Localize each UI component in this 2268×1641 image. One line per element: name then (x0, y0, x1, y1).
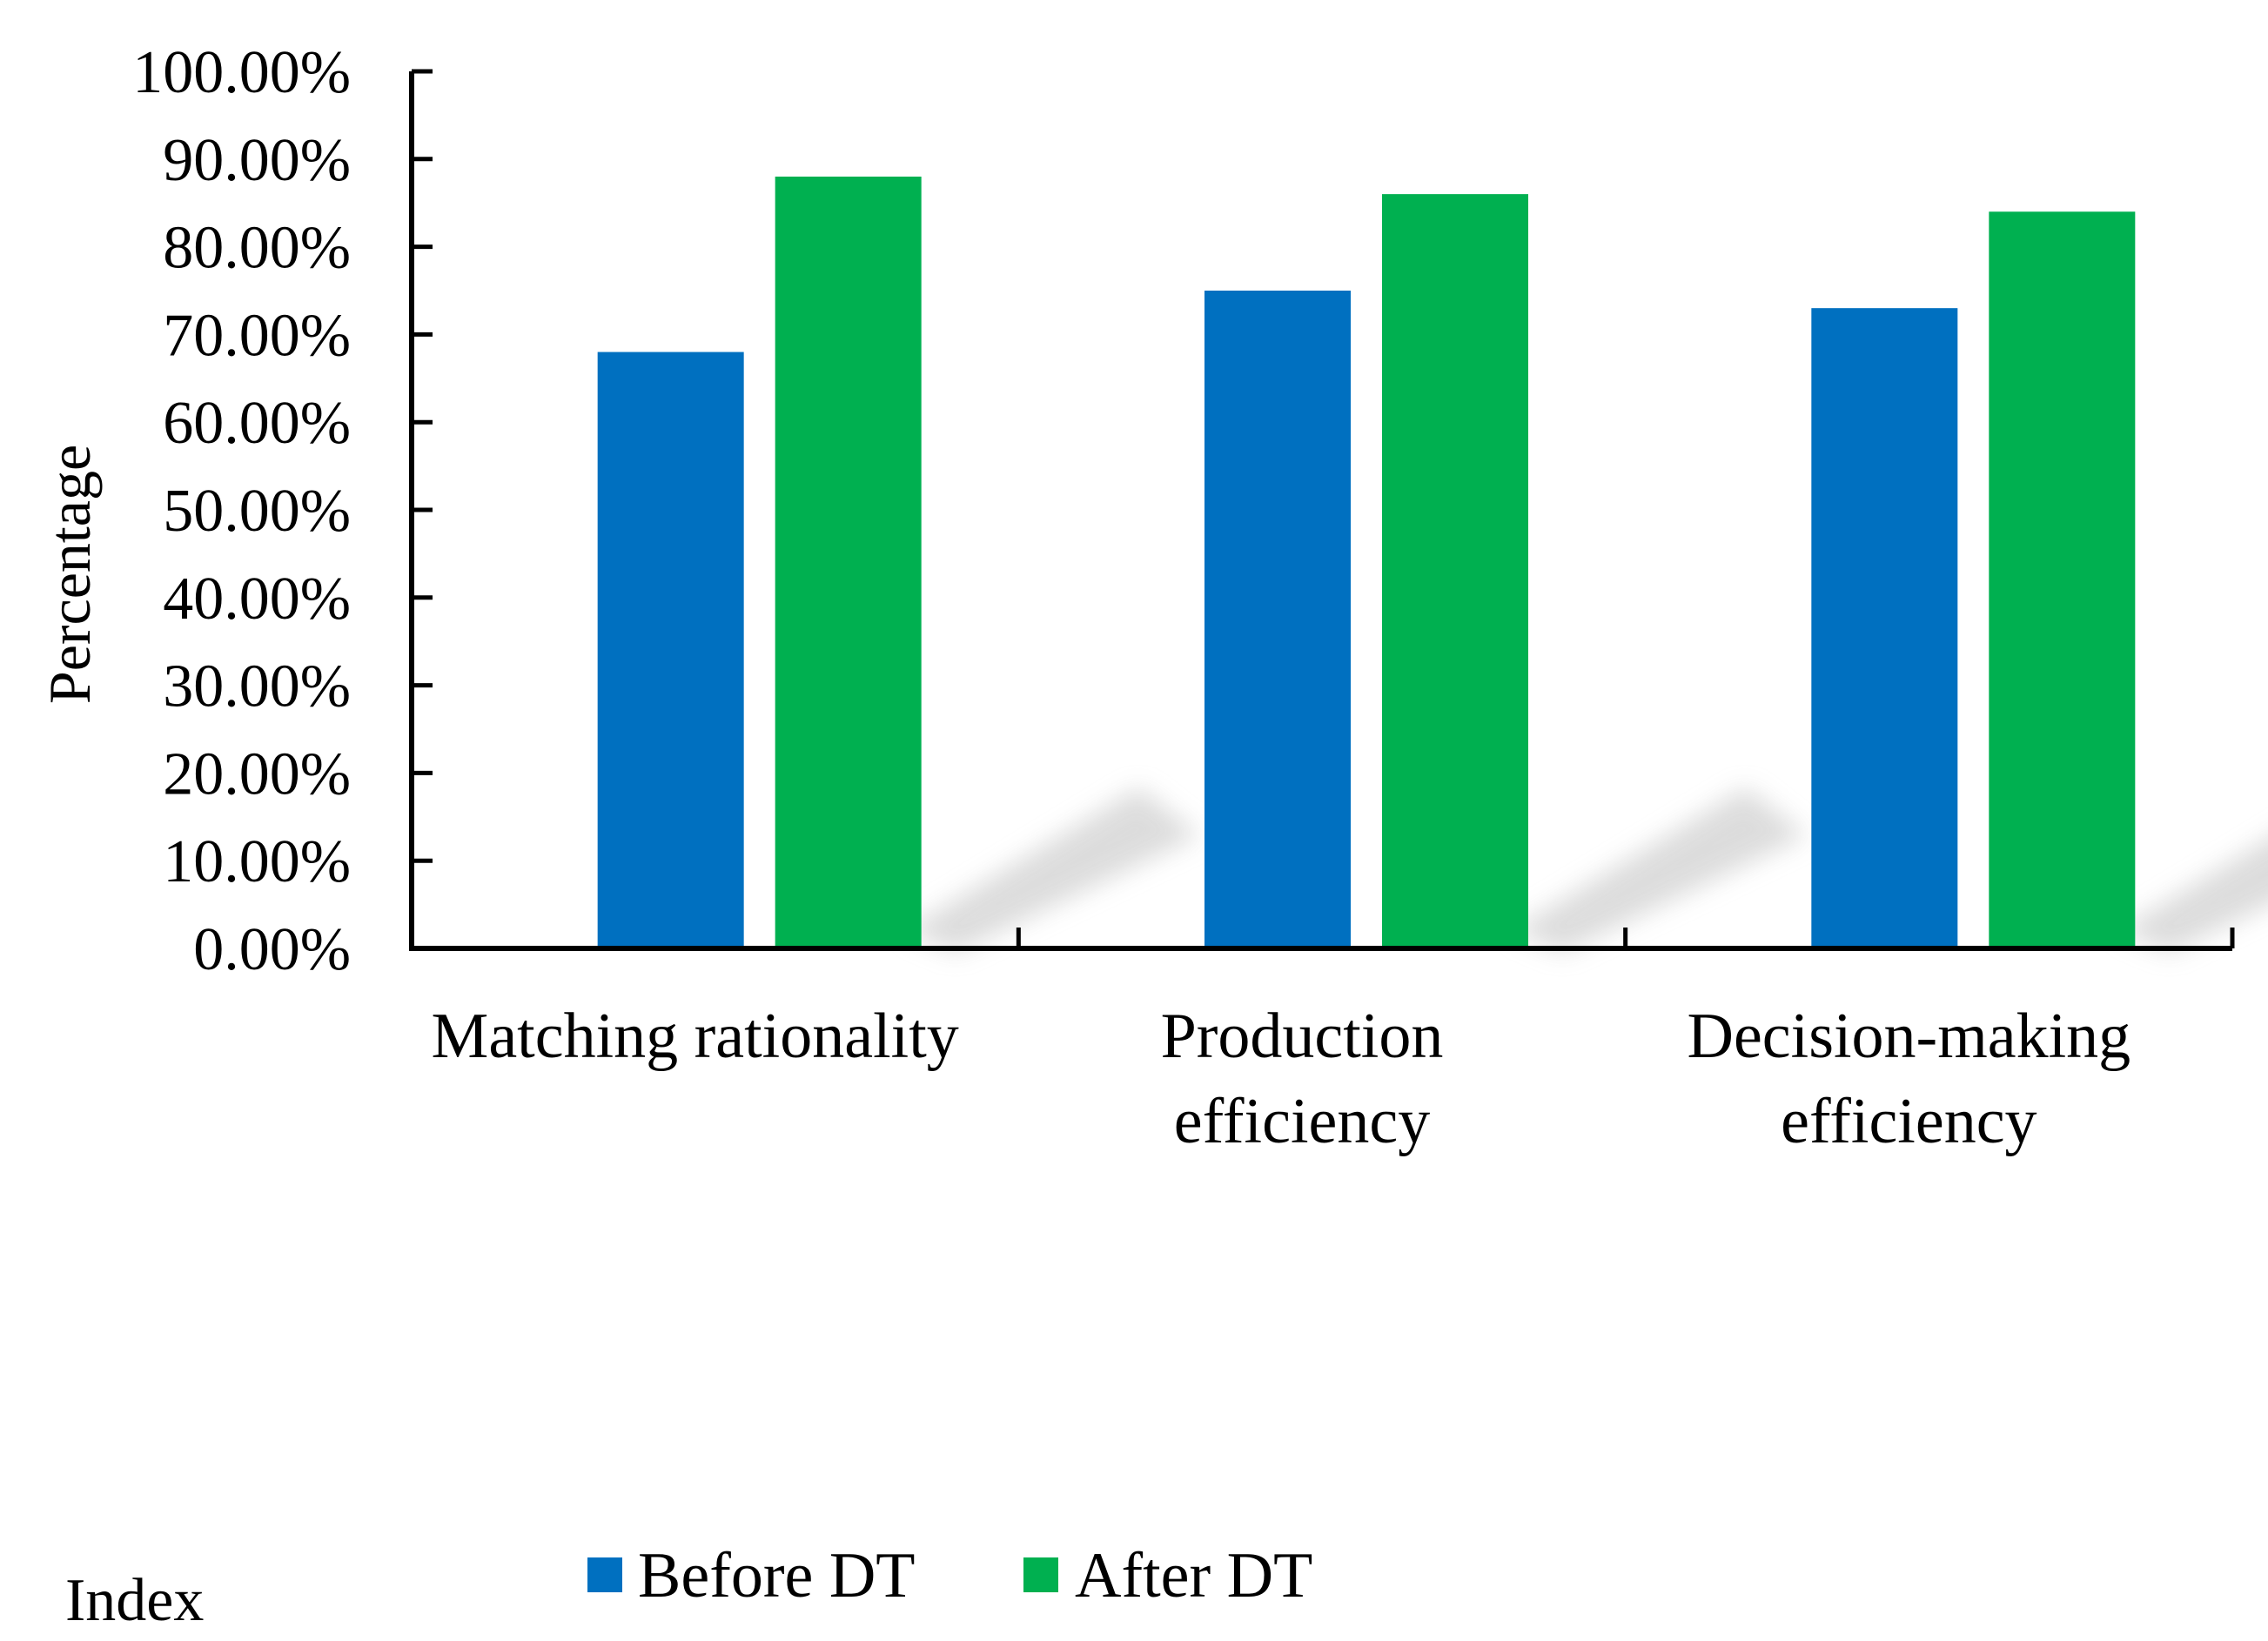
bar-after-dt-2 (1989, 211, 2136, 948)
y-tick-label: 10.00% (163, 828, 351, 895)
legend: Before DT After DT (587, 1540, 1312, 1611)
axes (409, 69, 2235, 951)
bars (597, 176, 2136, 948)
bar-shadow (2117, 839, 2268, 953)
bar-shadow (903, 787, 1200, 953)
y-tick-label: 30.00% (163, 653, 351, 720)
x-axis-label: Index (65, 1567, 204, 1634)
legend-label: After DT (1075, 1540, 1312, 1611)
bar-after-dt-1 (1382, 194, 1528, 948)
legend-label: Before DT (638, 1540, 915, 1611)
legend-swatch (587, 1557, 622, 1592)
x-tick-label: Decision-making efficiency (1688, 1001, 2131, 1157)
y-tick-label: 70.00% (163, 302, 351, 369)
y-tick-label: 40.00% (163, 566, 351, 633)
x-tick-label: Matching rationality (432, 1001, 959, 1072)
decorative-shadows (903, 787, 2268, 953)
y-tick-label: 80.00% (163, 215, 351, 282)
y-tick-labels: 0.00% 10.00% 20.00% 30.00% 40.00% 50.00% 60.00… (132, 39, 351, 983)
legend-item-before-dt: Before DT (587, 1540, 915, 1611)
y-tick-label: 20.00% (163, 740, 351, 807)
y-tick-label: 90.00% (163, 127, 351, 194)
bar-before-dt-1 (1204, 291, 1351, 948)
y-tick-label: 50.00% (163, 478, 351, 545)
y-axis-label: Percentage (37, 445, 103, 704)
bar-shadow (1511, 787, 1807, 953)
bar-after-dt-0 (775, 176, 922, 948)
x-tick-labels: Matching rationality Production efficiency… (432, 1001, 2131, 1157)
x-tick-label: Production efficiency (1161, 1001, 1444, 1157)
y-tick-label: 60.00% (163, 390, 351, 457)
y-tick-label: 100.00% (132, 39, 351, 106)
bar-before-dt-0 (597, 352, 744, 948)
bar-before-dt-2 (1811, 308, 1958, 948)
legend-item-after-dt: After DT (1023, 1540, 1312, 1611)
legend-swatch (1023, 1557, 1058, 1592)
y-tick-label: 0.00% (193, 916, 351, 983)
